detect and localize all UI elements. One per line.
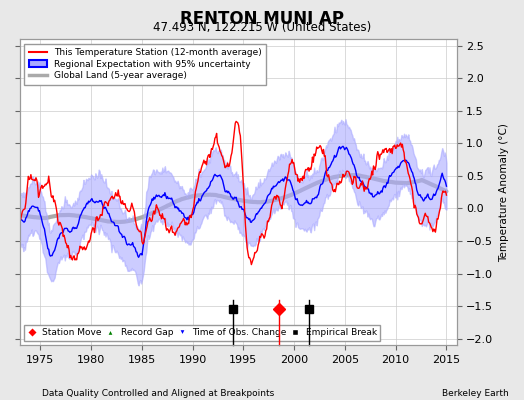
Text: 47.493 N, 122.215 W (United States): 47.493 N, 122.215 W (United States): [153, 21, 371, 34]
Legend: Station Move, Record Gap, Time of Obs. Change, Empirical Break: Station Move, Record Gap, Time of Obs. C…: [25, 324, 380, 341]
Y-axis label: Temperature Anomaly (°C): Temperature Anomaly (°C): [499, 123, 509, 262]
Text: Data Quality Controlled and Aligned at Breakpoints: Data Quality Controlled and Aligned at B…: [42, 389, 274, 398]
Text: Berkeley Earth: Berkeley Earth: [442, 389, 508, 398]
Text: RENTON MUNI AP: RENTON MUNI AP: [180, 10, 344, 28]
